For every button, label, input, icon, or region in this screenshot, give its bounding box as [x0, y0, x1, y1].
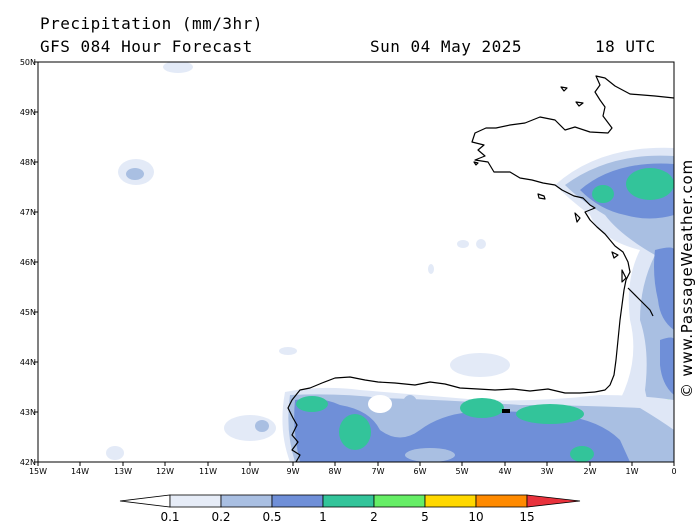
lat-label-50n: 50N: [19, 58, 36, 67]
lon-label-9w: 9W: [286, 467, 300, 476]
legend-arrow-high: [526, 494, 581, 508]
legend-colorbar: [119, 494, 581, 508]
lat-label-48n: 48N: [19, 158, 36, 167]
legend-label-15: 15: [519, 510, 535, 524]
precip-patch: [405, 448, 455, 462]
lon-label-12w: 12W: [155, 467, 175, 476]
precip-patch: [450, 353, 510, 377]
island-channel: [560, 86, 568, 92]
lon-label-8w: 8W: [328, 467, 342, 476]
legend-label-0-1: 0.1: [160, 510, 180, 524]
watermark-text: © www.PassageWeather.com: [678, 159, 696, 398]
lon-label-4w: 4W: [498, 467, 512, 476]
forecast-date-label: Sun 04 May 2025: [370, 37, 522, 56]
precip-patch: [570, 446, 594, 462]
legend-swatch-3: [271, 494, 324, 508]
lon-label-0: 0: [671, 467, 677, 476]
lat-label-47n: 47N: [19, 208, 36, 217]
island-noirmoutier: [574, 212, 581, 223]
precip-patch: [296, 396, 328, 412]
legend-swatch-6: [424, 494, 477, 508]
lat-label-49n: 49N: [19, 108, 36, 117]
legend-swatch-2: [220, 494, 273, 508]
precip-patch: [428, 264, 434, 274]
lon-label-5w: 5W: [455, 467, 469, 476]
precip-patch: [339, 414, 371, 450]
lon-label-11w: 11W: [198, 467, 218, 476]
bilbao-marker: [502, 409, 510, 413]
island-ile-de-re: [611, 251, 619, 259]
map-title: Precipitation (mm/3hr): [40, 14, 263, 33]
precip-patch: [626, 168, 674, 200]
lon-label-15w: 15W: [28, 467, 48, 476]
coastline-layer: [287, 75, 674, 462]
legend-label-0-2: 0.2: [211, 510, 231, 524]
lon-label-2w: 2W: [583, 467, 597, 476]
forecast-model-label: GFS 084 Hour Forecast: [40, 37, 253, 56]
precip-patch: [460, 398, 504, 418]
legend-label-10: 10: [468, 510, 484, 524]
precip-patch: [368, 395, 392, 413]
precip-patch: [279, 347, 297, 355]
precip-patch: [403, 395, 417, 411]
precipitation-layer: [106, 62, 674, 462]
lon-label-6w: 6W: [413, 467, 427, 476]
precip-patch: [457, 240, 469, 248]
lon-label-13w: 13W: [113, 467, 133, 476]
legend-swatch-1: [169, 494, 222, 508]
island-oleron: [621, 269, 627, 283]
precip-band-east-blue-3: [660, 337, 674, 395]
precip-patch: [592, 185, 614, 203]
legend-label-5: 5: [421, 510, 429, 524]
precip-patch: [255, 420, 269, 432]
legend-swatch-7: [475, 494, 528, 508]
lat-label-44n: 44N: [19, 358, 36, 367]
map-frame: [37, 61, 675, 463]
precip-band-east-mid: [565, 155, 674, 440]
coastline-gironde: [627, 287, 654, 317]
lon-label-10w: 10W: [240, 467, 260, 476]
axis-ticks: [34, 61, 675, 466]
legend-swatch-4: [322, 494, 375, 508]
coastline-france: [471, 75, 674, 393]
lat-label-46n: 46N: [19, 258, 36, 267]
island-jersey: [575, 101, 584, 107]
coastline-spain: [287, 376, 596, 462]
lon-label-7w: 7W: [371, 467, 385, 476]
island-ushant: [473, 161, 479, 166]
precip-patch: [106, 446, 124, 460]
lon-label-3w: 3W: [540, 467, 554, 476]
lat-label-42n: 42N: [19, 458, 36, 467]
legend-label-1: 1: [319, 510, 327, 524]
precip-patch: [516, 404, 584, 424]
legend-label-2: 2: [370, 510, 378, 524]
lat-label-45n: 45N: [19, 308, 36, 317]
precip-patch: [476, 239, 486, 249]
lat-label-43n: 43N: [19, 408, 36, 417]
island-belle-ile: [537, 193, 546, 200]
precip-band-east-blue-2: [654, 247, 674, 330]
legend-arrow-low: [119, 494, 171, 508]
precip-patch: [163, 62, 193, 73]
lon-label-1w: 1W: [625, 467, 639, 476]
legend-label-0-5: 0.5: [262, 510, 282, 524]
precip-patch: [126, 168, 144, 180]
forecast-time-label: 18 UTC: [595, 37, 656, 56]
lon-label-14w: 14W: [70, 467, 90, 476]
legend-swatch-5: [373, 494, 426, 508]
